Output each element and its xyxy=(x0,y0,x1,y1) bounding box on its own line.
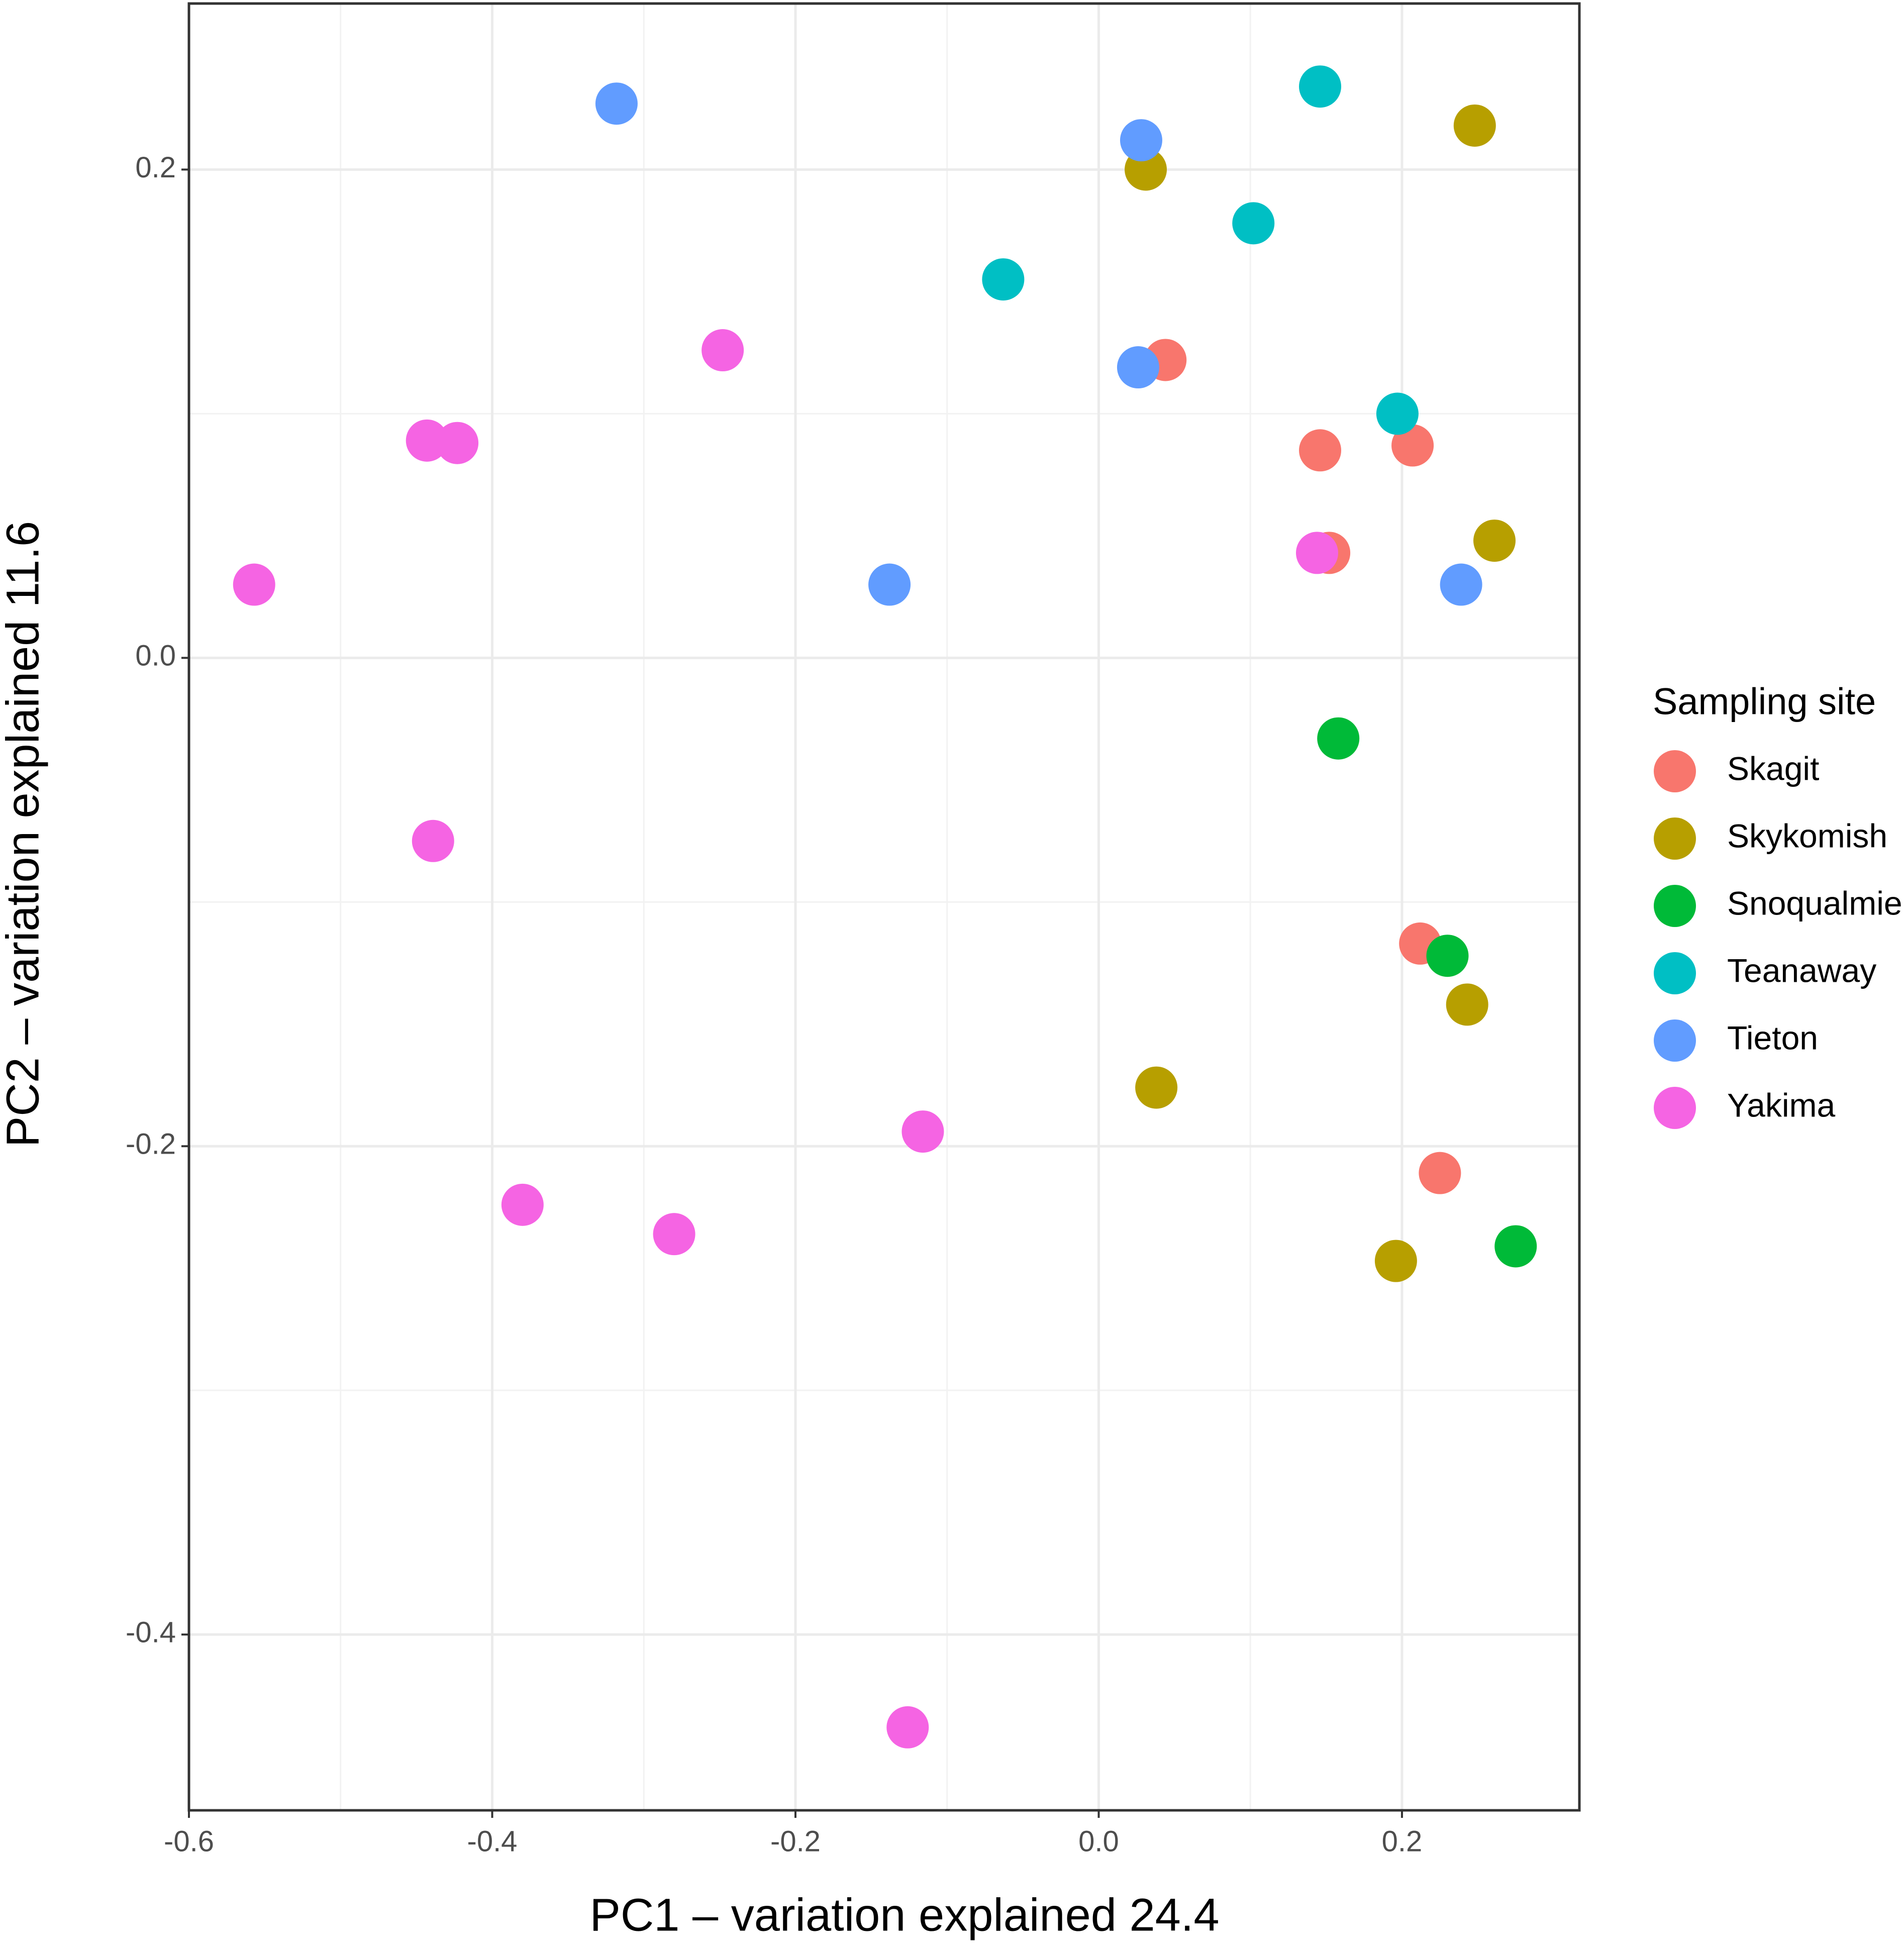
point xyxy=(1391,424,1434,467)
legend-label: Snoqualmie xyxy=(1727,884,1902,921)
point xyxy=(653,1213,695,1256)
legend-label: Skykomish xyxy=(1727,817,1887,854)
legend-label: Tieton xyxy=(1727,1019,1818,1056)
point xyxy=(1419,1152,1461,1194)
x-tick-label: -0.4 xyxy=(467,1825,518,1858)
point xyxy=(1376,392,1419,435)
point xyxy=(412,819,454,862)
point xyxy=(1317,717,1360,760)
legend-key xyxy=(1654,1087,1696,1129)
legend-key xyxy=(1654,885,1696,927)
point xyxy=(1494,1225,1537,1268)
x-tick-label: -0.2 xyxy=(770,1825,821,1858)
point xyxy=(901,1110,944,1153)
legend-key xyxy=(1654,952,1696,994)
point xyxy=(1120,119,1162,162)
point xyxy=(406,419,448,462)
point xyxy=(1426,935,1469,977)
point xyxy=(1374,1240,1417,1282)
x-axis-title: PC1 – variation explained 24.4 xyxy=(589,1889,1219,1940)
x-tick-label: 0.2 xyxy=(1382,1825,1423,1858)
x-tick-label: -0.6 xyxy=(164,1825,214,1858)
point xyxy=(1446,983,1488,1026)
y-axis-title: PC2 – variation explained 11.6 xyxy=(0,521,48,1147)
y-tick-label: -0.2 xyxy=(126,1128,176,1161)
y-tick-label: 0.2 xyxy=(135,151,176,184)
plot-border xyxy=(187,2,1581,1812)
point xyxy=(886,1706,929,1749)
point xyxy=(1453,104,1496,147)
point xyxy=(1299,65,1342,108)
point xyxy=(595,82,638,125)
point xyxy=(501,1183,544,1226)
point xyxy=(1117,346,1159,389)
point xyxy=(1299,429,1342,472)
point xyxy=(868,563,911,606)
x-tick-label: 0.0 xyxy=(1078,1825,1119,1858)
legend-key xyxy=(1654,817,1696,860)
point xyxy=(233,563,275,606)
legend-label: Teanaway xyxy=(1727,952,1876,989)
point xyxy=(1232,202,1275,245)
point xyxy=(982,258,1025,301)
legend-label: Skagit xyxy=(1727,750,1819,787)
legend-key xyxy=(1654,750,1696,792)
y-tick-label: -0.4 xyxy=(126,1616,176,1649)
point xyxy=(1473,520,1516,562)
legend-label: Yakima xyxy=(1727,1086,1835,1123)
legend-title: Sampling site xyxy=(1653,681,1876,723)
y-tick-label: 0.0 xyxy=(135,640,176,672)
point xyxy=(1440,563,1482,606)
point xyxy=(702,329,744,372)
legend-key xyxy=(1654,1019,1696,1062)
point xyxy=(1135,1066,1178,1109)
point xyxy=(1295,532,1338,574)
point xyxy=(436,422,479,464)
